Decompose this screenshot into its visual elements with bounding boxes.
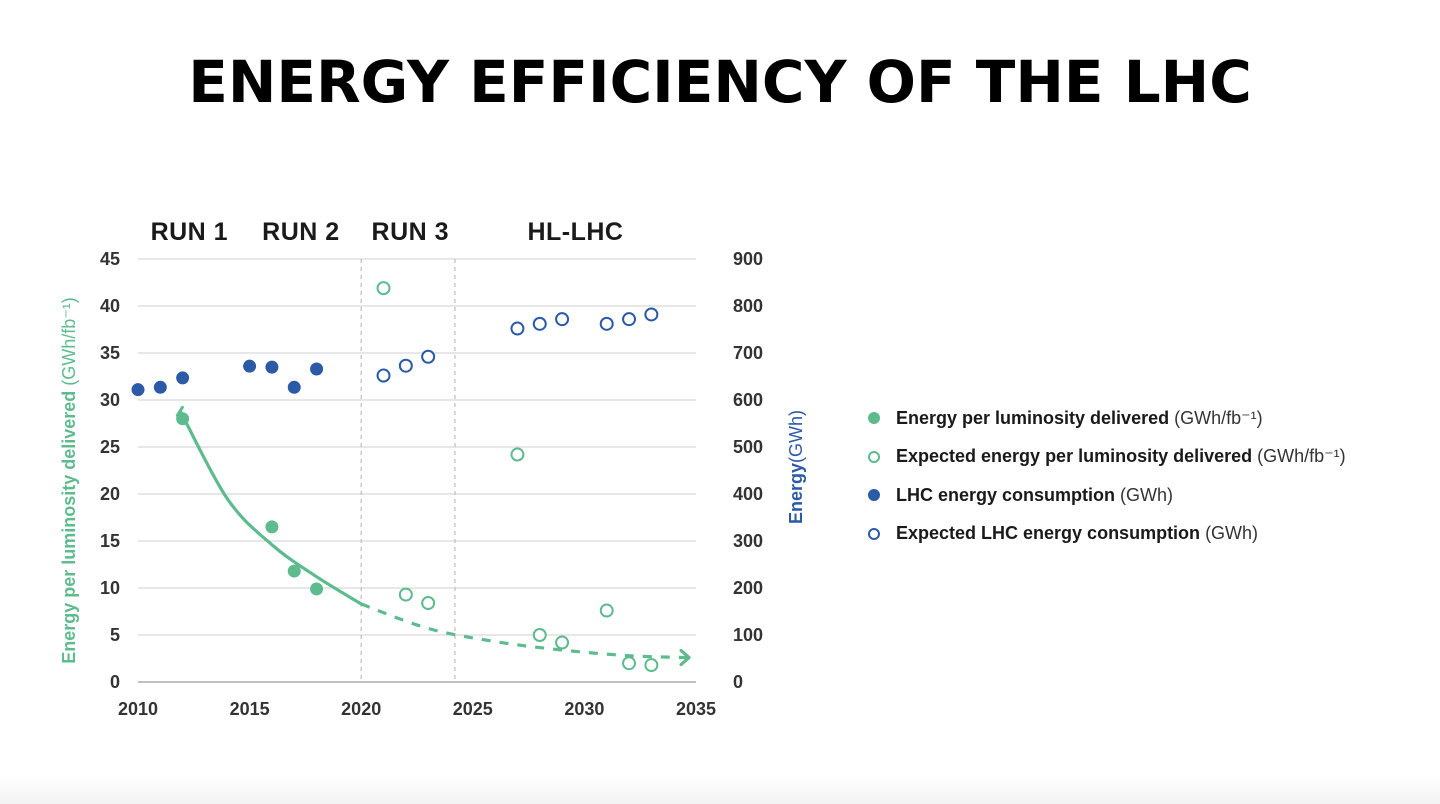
- legend-label: Expected LHC energy consumption: [896, 523, 1201, 544]
- y-right-tick-label: 400: [733, 484, 763, 504]
- data-point-open: [644, 307, 659, 322]
- y-right-tick-label: 100: [733, 625, 763, 645]
- y-left-tick-label: 30: [100, 390, 120, 410]
- data-point-filled: [176, 412, 190, 426]
- data-point-open: [398, 358, 413, 373]
- y-left-tick-label: 35: [100, 343, 120, 363]
- period-label: RUN 3: [372, 218, 450, 246]
- bottom-fade: [0, 776, 1440, 804]
- data-point-open: [376, 281, 391, 296]
- y-right-axis-unit: (GWh): [786, 410, 806, 463]
- y-right-tick-label: 900: [733, 249, 763, 269]
- trend-arrowhead: [679, 648, 691, 667]
- data-point-filled: [310, 362, 324, 376]
- legend-label: LHC energy consumption: [896, 484, 1116, 505]
- y-right-tick-label: 200: [733, 578, 763, 598]
- data-point-open: [421, 596, 436, 611]
- data-point-open: [555, 635, 570, 650]
- y-right-tick-label: 700: [733, 343, 763, 363]
- data-point-open: [398, 587, 413, 602]
- legend-unit: (GWh): [1120, 484, 1174, 505]
- legend-marker-filled-blue: [868, 489, 880, 502]
- legend-unit: (GWh): [1205, 523, 1259, 544]
- y-left-tick-label: 10: [100, 578, 120, 598]
- data-point-open: [532, 628, 547, 642]
- y-left-tick-label: 25: [100, 437, 120, 457]
- y-right-axis-label: Energy: [786, 463, 806, 524]
- data-point-filled: [153, 380, 167, 394]
- data-point-open: [555, 312, 570, 327]
- data-point-open: [532, 316, 547, 331]
- x-tick-label: 2010: [118, 699, 158, 719]
- period-label: RUN 1: [151, 218, 229, 246]
- trend-curve-solid: [178, 409, 363, 606]
- trend-curve-dashed: [360, 602, 688, 660]
- data-point-filled: [131, 383, 145, 397]
- data-point-open: [376, 368, 391, 383]
- data-point-open: [421, 349, 436, 364]
- legend-label: Energy per luminosity delivered: [896, 407, 1170, 428]
- legend-marker-open-green: [868, 450, 880, 463]
- data-point-filled: [310, 582, 324, 596]
- x-tick-label: 2025: [453, 699, 493, 719]
- data-point-filled: [287, 380, 301, 394]
- data-point-open: [510, 321, 525, 336]
- data-point-open: [510, 447, 525, 462]
- y-left-axis-label: Energy per luminosity delivered: [59, 386, 79, 664]
- y-left-axis-unit: (GWh/fb⁻¹): [59, 297, 79, 386]
- legend: Energy per luminosity delivered (GWh/fb⁻…: [868, 399, 1346, 553]
- period-label: HL-LHC: [527, 218, 623, 246]
- y-left-tick-label: 40: [100, 296, 120, 316]
- y-left-tick-label: 5: [110, 625, 120, 645]
- data-point-open: [644, 658, 659, 673]
- data-point-filled: [287, 564, 301, 578]
- x-tick-label: 2020: [341, 699, 381, 719]
- legend-item-expected-lhc-energy-consumption: Expected LHC energy consumption (GWh): [868, 515, 1346, 554]
- data-point-open: [622, 656, 637, 671]
- data-point-open: [599, 316, 614, 331]
- y-right-tick-label: 600: [733, 390, 763, 410]
- legend-unit: (GWh/fb⁻¹): [1257, 446, 1346, 467]
- legend-marker-open-blue: [868, 527, 880, 540]
- y-right-tick-label: 500: [733, 437, 763, 457]
- data-point-filled: [176, 371, 190, 385]
- x-tick-label: 2035: [676, 699, 716, 719]
- trend-start-cap: [175, 405, 184, 417]
- data-point-filled: [265, 360, 279, 374]
- legend-item-lhc-energy-consumption: LHC energy consumption (GWh): [868, 476, 1346, 515]
- y-left-tick-label: 15: [100, 531, 120, 551]
- y-left-tick-label: 0: [110, 672, 120, 692]
- legend-item-energy-per-luminosity: Energy per luminosity delivered (GWh/fb⁻…: [868, 399, 1346, 438]
- data-point-filled: [243, 359, 257, 373]
- legend-unit: (GWh/fb⁻¹): [1174, 407, 1263, 428]
- y-right-tick-label: 300: [733, 531, 763, 551]
- period-label: RUN 2: [262, 218, 340, 246]
- data-point-open: [599, 603, 614, 618]
- legend-item-expected-energy-per-luminosity: Expected energy per luminosity delivered…: [868, 438, 1346, 477]
- y-right-axis-title: Energy(GWh): [786, 410, 806, 524]
- legend-marker-filled-green: [868, 412, 880, 425]
- x-tick-label: 2030: [564, 699, 604, 719]
- page-title: ENERGY EFFICIENCY OF THE LHC: [188, 48, 1252, 116]
- y-left-tick-label: 45: [100, 249, 120, 269]
- y-right-tick-label: 800: [733, 296, 763, 316]
- y-left-tick-label: 20: [100, 484, 120, 504]
- data-point-open: [622, 312, 637, 327]
- x-tick-label: 2015: [230, 699, 270, 719]
- data-point-filled: [265, 520, 279, 534]
- y-right-tick-label: 0: [733, 672, 743, 692]
- legend-label: Expected energy per luminosity delivered: [896, 446, 1253, 467]
- y-left-axis-title: Energy per luminosity delivered (GWh/fb⁻…: [59, 297, 79, 664]
